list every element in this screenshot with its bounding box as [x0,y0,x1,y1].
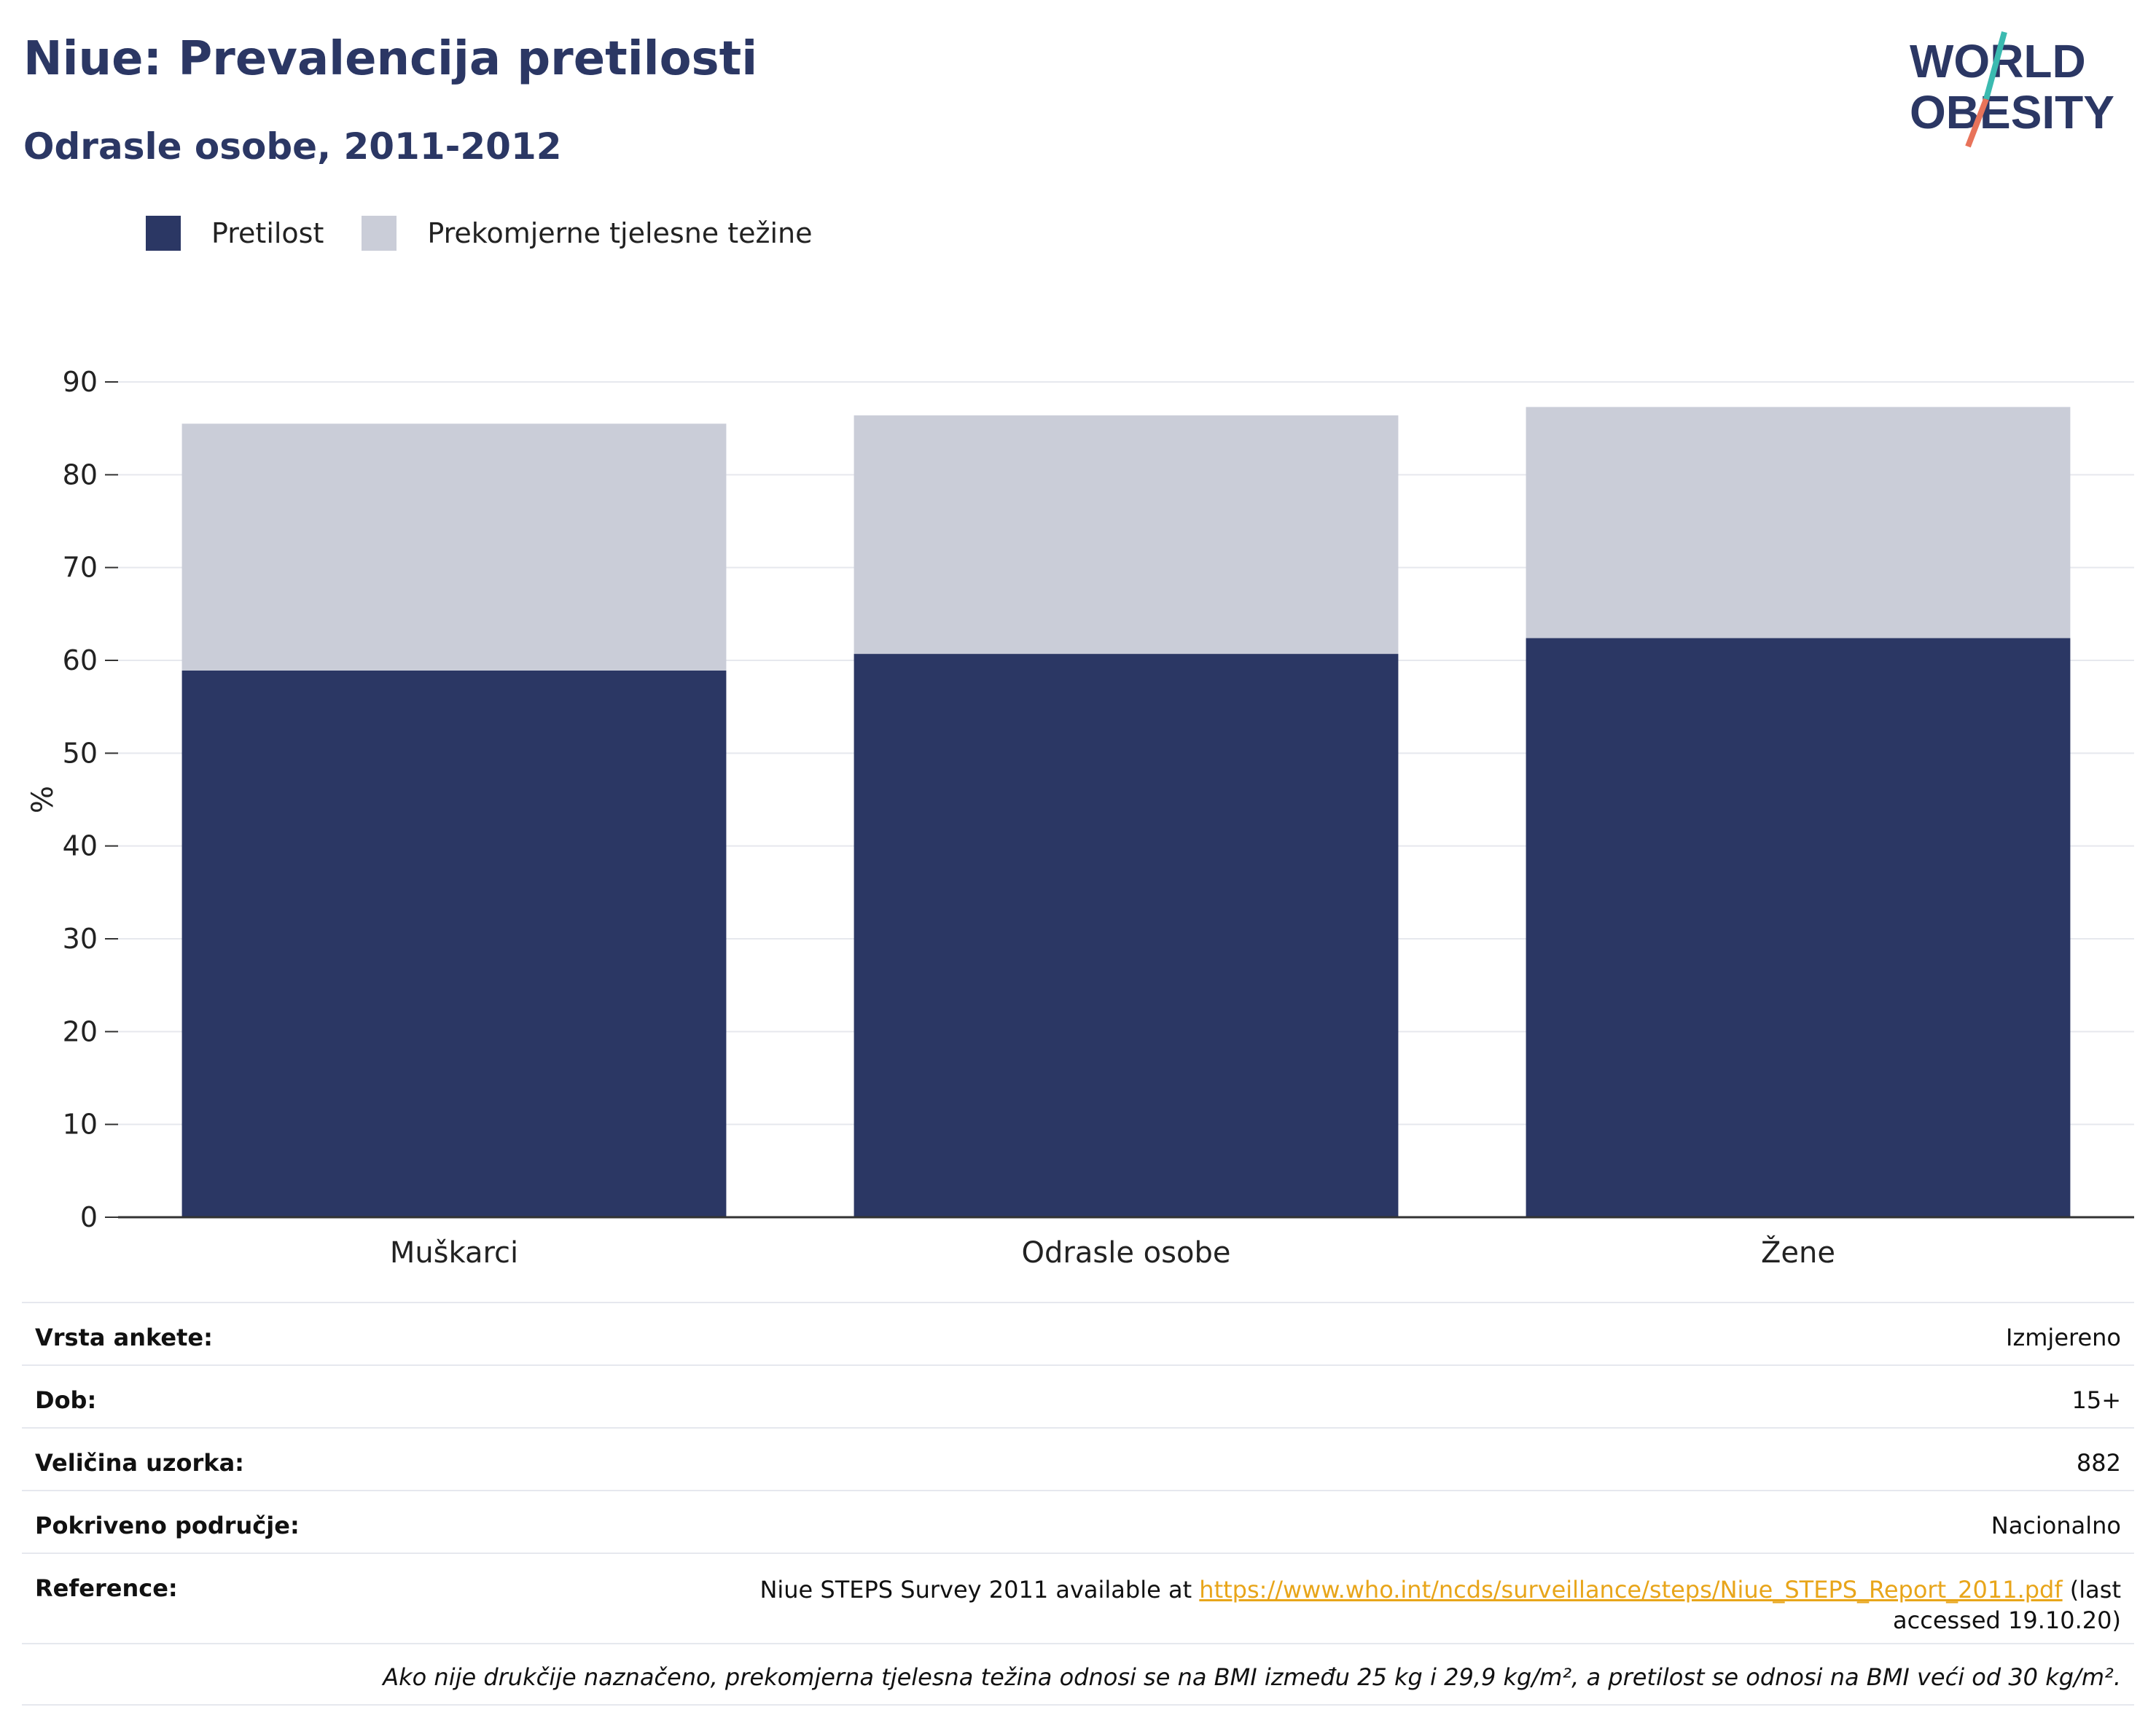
legend-item-prekomjerne: Prekomjerne tjelesne težine [362,216,813,251]
legend-swatch-pretilost [146,216,181,251]
info-value: Nacionalno [1991,1512,2121,1539]
bar-prekomjerne [181,423,727,671]
y-tick-label: 60 [63,644,98,676]
y-tick-label: 80 [63,458,98,491]
bar-prekomjerne [1526,407,2071,638]
legend-item-pretilost: Pretilost [146,216,324,251]
chart-legend: Pretilost Prekomjerne tjelesne težine [146,216,851,251]
reference-text: Niue STEPS Survey 2011 available at http… [663,1574,2121,1643]
y-tick-label: 0 [80,1201,98,1233]
bar-pretilost [854,654,1399,1217]
info-value: Izmjereno [2006,1324,2121,1351]
y-tick-label: 20 [63,1015,98,1047]
bar-chart: 0 10 20 30 40 50 60 70 80 90% Muškarci Odrasle osob… [26,366,2134,1268]
chart-subtitle: Odrasle osobe, 2011-2012 [23,125,562,168]
info-row-coverage: Pokriveno područje: Nacionalno [22,1490,2134,1553]
legend-label-prekomjerne: Prekomjerne tjelesne težine [427,217,813,249]
y-tick-label: 90 [63,366,98,398]
info-value: 882 [2076,1449,2121,1477]
info-row-survey-type: Vrsta ankete: Izmjereno [22,1302,2134,1364]
info-table: Vrsta ankete: Izmjereno Dob: 15+ Veličin… [22,1302,2134,1706]
info-row-sample-size: Veličina uzorka: 882 [22,1427,2134,1490]
x-tick-label: Muškarci [390,1236,518,1268]
info-label: Vrsta ankete: [35,1324,213,1351]
reference-prefix: Niue STEPS Survey 2011 available at [759,1576,1200,1604]
y-tick-label: 30 [63,923,98,955]
y-tick-label: 70 [63,552,98,584]
info-label: Pokriveno područje: [35,1512,300,1539]
legend-label-pretilost: Pretilost [211,217,324,249]
chart-title: Niue: Prevalencija pretilosti [23,32,758,86]
bar-prekomjerne [854,415,1399,655]
y-tick-label: 40 [63,830,98,862]
reference-link[interactable]: https://www.who.int/ncds/surveillance/st… [1199,1576,2063,1604]
svg-text:OBESITY: OBESITY [1910,86,2114,138]
info-row-reference: Reference: Niue STEPS Survey 2011 availa… [22,1553,2134,1643]
legend-swatch-prekomjerne [362,216,397,251]
info-label: Veličina uzorka: [35,1449,244,1477]
reference-suffix: (last accessed 19.10.20) [1893,1576,2121,1634]
info-row-age: Dob: 15+ [22,1364,2134,1427]
bar-pretilost [181,671,727,1217]
definition-note: Ako nije drukčije naznačeno, prekomjerna… [22,1643,2134,1706]
info-value: 15+ [2071,1386,2121,1414]
info-label: Dob: [35,1386,97,1414]
info-label: Reference: [35,1574,178,1602]
y-axis-label: % [26,786,60,813]
y-tick-label: 10 [63,1109,98,1141]
bar-pretilost [1526,638,2071,1217]
x-tick-label: Odrasle osobe [1022,1236,1231,1268]
y-tick-label: 50 [63,737,98,769]
x-tick-label: Žene [1761,1235,1835,1268]
world-obesity-logo: WORLD OBESITY [1910,31,2114,148]
